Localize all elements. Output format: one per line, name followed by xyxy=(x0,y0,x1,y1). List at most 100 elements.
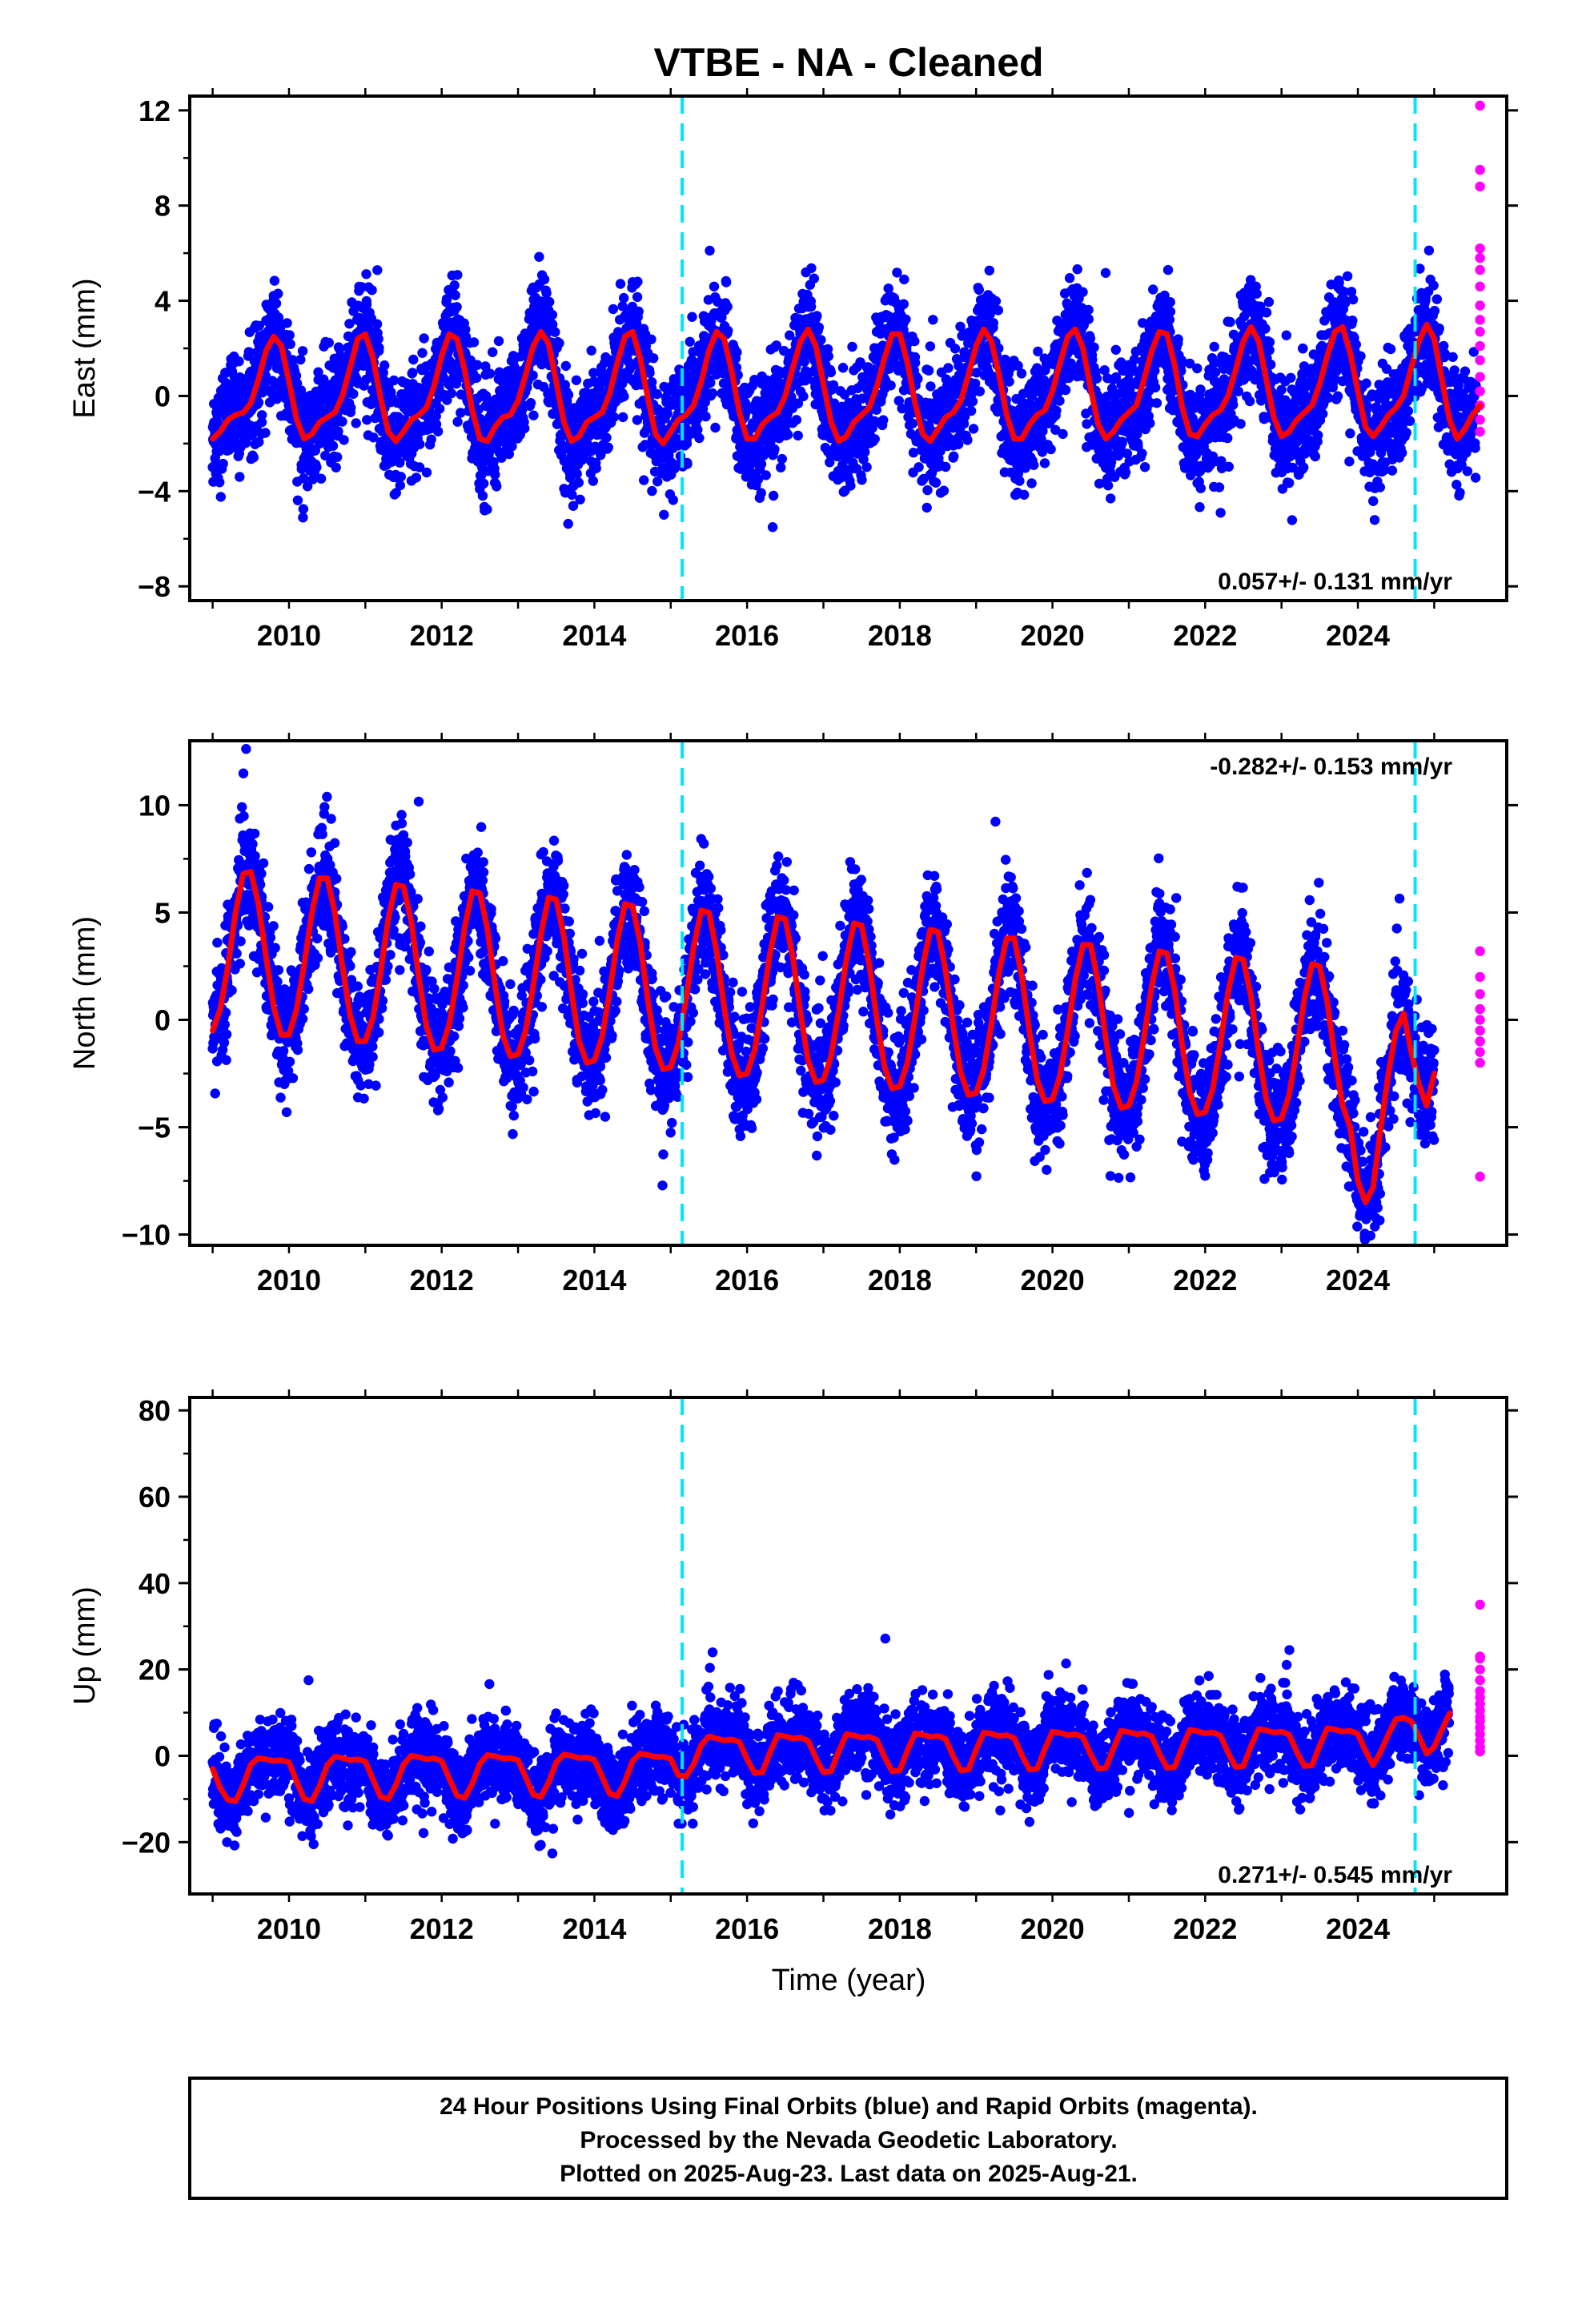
final-orbit-point xyxy=(1264,337,1275,348)
final-orbit-point xyxy=(984,265,995,275)
final-orbit-point xyxy=(388,375,400,386)
final-orbit-point xyxy=(646,334,656,344)
final-orbit-point xyxy=(346,403,356,413)
final-orbit-point xyxy=(471,372,482,384)
final-orbit-point xyxy=(507,441,517,452)
east-panel: 2010 2012 2014 2016 2018 2020 2022 202412840−4−… xyxy=(68,88,1518,652)
final-orbit-point xyxy=(648,353,659,364)
final-orbit-point xyxy=(395,457,405,468)
final-orbit-point xyxy=(1054,396,1065,406)
final-orbit-point xyxy=(822,344,833,355)
x-tick-label: 2024 xyxy=(1326,619,1390,652)
final-orbit-point xyxy=(769,444,780,455)
final-orbit-point xyxy=(845,480,856,491)
final-orbit-point xyxy=(307,474,318,485)
final-orbit-point xyxy=(1235,419,1246,429)
final-orbit-point xyxy=(1117,438,1127,448)
final-orbit-point xyxy=(954,439,964,449)
final-orbit-point xyxy=(299,473,309,484)
final-orbit-point xyxy=(534,251,544,262)
final-orbit-point xyxy=(893,396,905,406)
final-orbit-point xyxy=(825,367,837,378)
final-orbit-point xyxy=(408,368,418,378)
final-orbit-point xyxy=(990,296,1002,307)
final-orbit-point xyxy=(374,343,384,353)
final-orbit-point xyxy=(925,341,936,352)
final-orbit-point xyxy=(575,494,585,505)
final-orbit-point xyxy=(295,354,306,365)
final-orbit-point xyxy=(1298,344,1308,354)
final-orbit-point xyxy=(254,436,264,448)
final-orbit-point xyxy=(776,462,786,472)
final-orbit-point xyxy=(1091,373,1102,384)
final-orbit-point xyxy=(1120,467,1131,477)
final-orbit-point xyxy=(560,360,571,372)
final-orbit-point xyxy=(928,315,938,325)
final-orbit-point xyxy=(368,432,379,443)
x-tick-label: 2018 xyxy=(868,619,932,652)
final-orbit-point xyxy=(1233,386,1244,396)
final-orbit-point xyxy=(709,281,720,292)
y-tick-label: −4 xyxy=(138,475,171,508)
final-orbit-point xyxy=(782,429,793,440)
final-orbit-point xyxy=(844,397,854,408)
final-orbit-point xyxy=(215,492,226,502)
final-orbit-point xyxy=(1287,515,1298,525)
final-orbit-point xyxy=(899,274,909,285)
final-orbit-point xyxy=(234,356,244,367)
final-orbit-point xyxy=(619,391,629,402)
final-orbit-point xyxy=(1162,264,1174,275)
final-orbit-point xyxy=(479,478,489,489)
final-orbit-point xyxy=(528,370,538,380)
final-orbit-point xyxy=(371,319,383,329)
final-orbit-point xyxy=(361,300,372,310)
y-tick-label: 0 xyxy=(155,380,171,412)
final-orbit-point xyxy=(373,334,383,344)
final-orbit-point xyxy=(273,312,284,323)
final-orbit-point xyxy=(837,363,849,373)
final-orbit-point xyxy=(930,477,942,488)
final-orbit-point xyxy=(943,363,954,373)
final-orbit-point xyxy=(1286,372,1296,383)
final-orbit-point xyxy=(617,412,628,423)
final-orbit-point xyxy=(372,265,383,275)
final-orbit-point xyxy=(311,462,322,472)
final-orbit-point xyxy=(909,357,921,368)
final-orbit-point xyxy=(913,462,924,472)
final-orbit-point xyxy=(809,273,819,283)
final-orbit-point xyxy=(271,298,282,309)
final-orbit-point xyxy=(327,440,339,451)
final-orbit-point xyxy=(391,488,401,498)
final-orbit-point xyxy=(1060,384,1071,396)
final-orbit-point xyxy=(1260,324,1271,334)
final-orbit-point xyxy=(432,426,444,436)
final-orbit-point xyxy=(1215,508,1226,518)
final-orbit-point xyxy=(362,415,372,425)
final-orbit-point xyxy=(632,276,643,287)
final-orbit-point xyxy=(367,285,377,296)
final-orbit-point xyxy=(378,368,388,378)
final-orbit-point xyxy=(1100,267,1111,278)
final-orbit-point xyxy=(700,397,710,408)
final-orbit-point xyxy=(456,408,466,418)
final-orbit-point xyxy=(568,501,579,511)
final-orbit-point xyxy=(908,448,919,458)
final-orbit-point xyxy=(1244,396,1255,407)
final-orbit-point xyxy=(1089,342,1099,352)
final-orbit-point xyxy=(619,292,629,304)
x-tick-label: 2020 xyxy=(1021,619,1085,652)
final-orbit-point xyxy=(756,459,767,469)
final-orbit-point xyxy=(395,480,405,491)
final-orbit-point xyxy=(243,347,254,357)
final-orbit-point xyxy=(396,472,406,482)
final-orbit-point xyxy=(685,336,695,347)
final-orbit-point xyxy=(1209,341,1219,352)
final-orbit-point xyxy=(379,360,390,371)
final-orbit-point xyxy=(488,347,498,357)
final-orbit-point xyxy=(1195,502,1205,513)
final-orbit-point xyxy=(435,404,445,414)
final-orbit-point xyxy=(966,405,977,416)
final-orbit-point xyxy=(460,324,471,335)
final-orbit-point xyxy=(298,513,308,523)
